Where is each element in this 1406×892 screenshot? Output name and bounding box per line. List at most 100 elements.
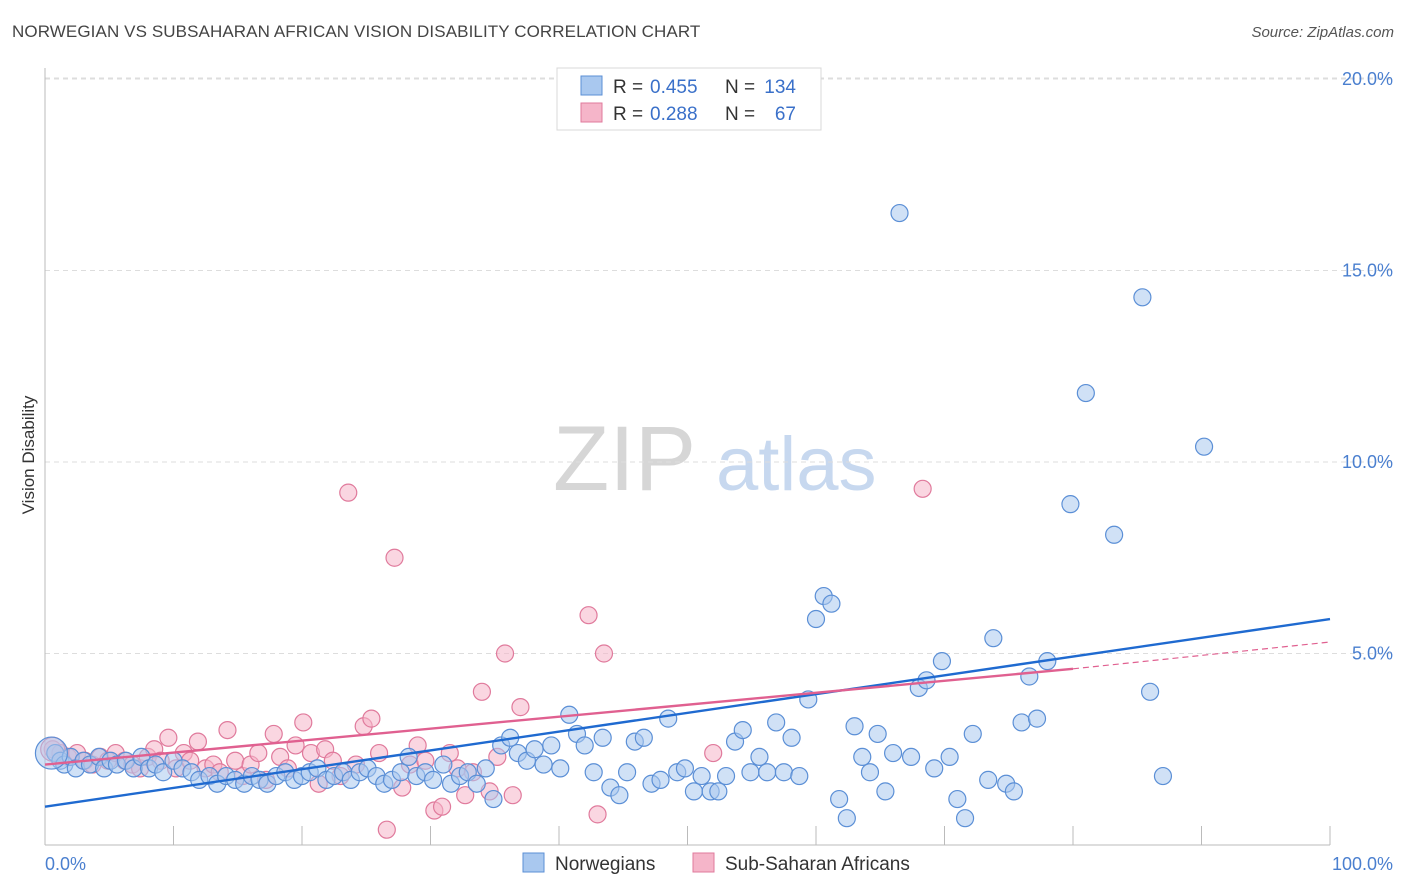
bottom-legend: Norwegians Sub-Saharan Africans	[522, 852, 910, 875]
chart-title: NORWEGIAN VS SUBSAHARAN AFRICAN VISION D…	[12, 22, 701, 41]
norwegian-point-90	[774, 763, 793, 782]
norwegian-point-112	[948, 789, 967, 809]
norwegian-point-91	[782, 728, 801, 747]
bottom-legend-swatch-blue	[522, 852, 545, 873]
sub-saharan-point-66	[913, 479, 932, 498]
sub-saharan-point-59	[495, 644, 515, 663]
y-tick-label-0: 5.0%	[1352, 644, 1393, 664]
norwegian-point-98	[837, 809, 856, 828]
norwegian-point-67	[584, 763, 603, 782]
sub-saharan-point-54	[456, 786, 475, 805]
norwegian-point-94	[806, 609, 826, 629]
sub-saharan-point-33	[294, 713, 313, 732]
sub-saharan-point-56	[472, 682, 491, 701]
sub-saharan-point-60	[503, 786, 522, 805]
norwegian-point-55	[484, 789, 503, 809]
sub-saharan-point-24	[226, 751, 245, 770]
norwegian-point-129	[1194, 437, 1214, 456]
norwegian-point-54	[476, 759, 495, 778]
sub-saharan-point-61	[511, 698, 530, 717]
norwegian-point-105	[890, 203, 909, 223]
norwegian-point-106	[901, 747, 921, 767]
norwegian-point-121	[1027, 709, 1047, 728]
grid-lines	[45, 77, 1395, 654]
legend-n-value-1: 67	[775, 104, 796, 125]
norwegian-point-120	[1020, 667, 1039, 686]
norwegian-point-123	[1061, 495, 1080, 514]
sub-saharan-trend-line-extension	[1072, 641, 1331, 670]
norwegian-point-76	[659, 709, 678, 728]
sub-saharan-point-32	[286, 736, 305, 755]
y-tick-label-3: 20.0%	[1342, 69, 1393, 89]
norwegian-point-110	[932, 652, 952, 671]
norwegian-point-45	[399, 747, 418, 767]
norwegian-point-80	[692, 766, 711, 786]
norwegian-point-102	[868, 724, 887, 744]
sub-saharan-point-44	[377, 820, 396, 839]
norwegian-point-85	[733, 720, 752, 740]
bottom-legend-swatch-pink	[692, 852, 715, 873]
norwegian-point-125	[1105, 525, 1124, 544]
norwegian-point-100	[853, 747, 872, 767]
norwegian-point-71	[618, 763, 637, 782]
norwegian-point-104	[883, 743, 903, 763]
legend-n-value-0: 134	[764, 77, 796, 98]
norwegian-point-83	[716, 766, 736, 786]
y-tick-label-2: 15.0%	[1342, 261, 1393, 281]
norwegian-point-128	[1153, 766, 1173, 786]
sub-saharan-point-19	[188, 732, 208, 751]
sub-saharan-point-42	[362, 709, 381, 728]
norwegian-point-60	[525, 740, 544, 759]
norwegian-point-103	[876, 782, 895, 801]
norwegian-point-75	[651, 770, 670, 789]
sub-saharan-point-29	[264, 724, 283, 744]
norwegian-point-92	[790, 766, 809, 786]
norwegian-point-111	[940, 747, 959, 767]
sub-saharan-point-15	[159, 728, 178, 747]
legend: R = 0.455 N = 134 R = 0.288 N = 67	[556, 67, 822, 131]
norwegian-point-115	[979, 770, 998, 789]
norwegian-point-61	[534, 755, 553, 774]
legend-n-label-1: N =	[725, 104, 755, 125]
norwegian-point-89	[767, 713, 786, 732]
sub-saharan-point-39	[339, 483, 358, 502]
norwegian-point-68	[593, 728, 612, 747]
y-tick-labels: 5.0% 10.0% 15.0% 20.0%	[1342, 69, 1393, 664]
sub-saharan-point-45	[385, 548, 404, 567]
watermark-atlas: atlas	[716, 422, 877, 507]
norwegian-point-127	[1140, 682, 1160, 701]
norwegian-point-79	[684, 782, 704, 801]
source-label: Source: ZipAtlas.com	[1251, 24, 1394, 41]
trend-lines	[44, 617, 1331, 808]
norwegian-point-108	[917, 671, 936, 690]
norwegian-point-16	[154, 763, 173, 782]
norwegian-cluster-point	[34, 736, 69, 770]
norwegian-point-53	[467, 774, 486, 793]
norwegian-point-97	[830, 789, 849, 809]
norwegian-point-73	[634, 728, 653, 747]
sub-saharan-point-63	[594, 644, 614, 663]
legend-r-value-1: 0.288	[650, 104, 698, 125]
axes	[44, 68, 1331, 846]
norwegian-point-116	[984, 629, 1003, 648]
sub-saharan-point-51	[432, 797, 452, 816]
y-axis-label: Vision Disability	[19, 395, 38, 514]
bottom-legend-label-norwegians: Norwegians	[555, 854, 655, 875]
norwegian-point-66	[575, 736, 594, 755]
norwegian-point-62	[542, 736, 561, 755]
sub-saharan-point-62	[579, 606, 598, 625]
norwegian-point-88	[758, 763, 777, 782]
norwegian-point-124	[1076, 383, 1095, 403]
norwegian-point-70	[610, 786, 629, 805]
legend-r-value-0: 0.455	[650, 77, 698, 98]
series-norwegians	[34, 203, 1214, 828]
norwegian-point-44	[391, 763, 411, 782]
norwegian-point-87	[750, 747, 769, 767]
legend-swatch-blue	[580, 75, 603, 96]
norwegians-trend-line	[44, 617, 1331, 808]
sub-saharan-point-27	[249, 743, 268, 763]
norwegian-point-113	[955, 809, 975, 828]
norwegian-point-118	[1004, 782, 1023, 801]
norwegian-point-101	[860, 763, 880, 782]
